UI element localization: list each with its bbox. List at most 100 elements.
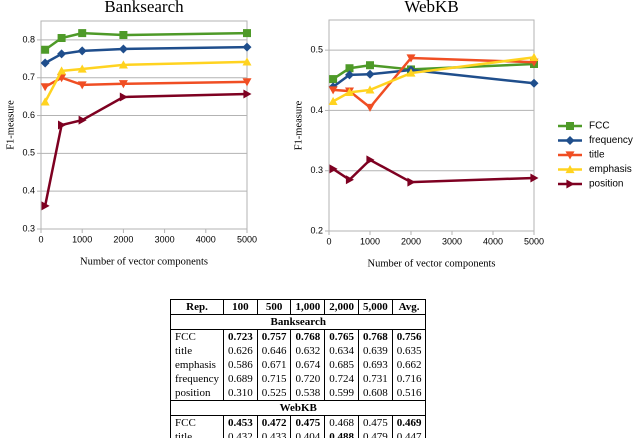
cell: 0.608: [357, 386, 393, 401]
cell: 0.756: [391, 329, 427, 344]
data-point: [40, 58, 50, 68]
cell: 0.475: [357, 415, 393, 430]
data-point: [345, 87, 354, 96]
data-point: [345, 64, 354, 73]
series-line: [44, 45, 248, 65]
cell: 0.639: [357, 344, 393, 358]
cell: title: [170, 344, 224, 358]
cell: 0.674: [290, 358, 326, 372]
data-row: FCC 0.453 0.472 0.475 0.468 0.475 0.469: [170, 415, 427, 430]
x-tick-label: 5000: [524, 236, 544, 246]
cell: 0.310: [222, 386, 258, 401]
x-tick-label: 3000: [442, 236, 462, 246]
data-point: [329, 164, 338, 174]
legend-marker: [566, 122, 574, 130]
cell: 0.433: [256, 430, 292, 438]
cell: 0.516: [391, 386, 427, 401]
data-row: emphasis 0.586 0.671 0.674 0.685 0.693 0.662: [170, 358, 427, 372]
section-title: Banksearch: [169, 314, 427, 330]
data-point: [530, 173, 539, 183]
header-cell: Rep.: [170, 299, 224, 315]
data-point: [119, 30, 128, 39]
chart-title: WebKB: [404, 0, 458, 16]
series-line: [44, 76, 248, 88]
cell: 0.765: [324, 329, 359, 344]
cell: 0.404: [290, 430, 326, 438]
data-point: [365, 69, 375, 79]
y-tick-label: 0.8: [22, 34, 35, 44]
cell: 0.538: [290, 386, 326, 401]
data-point: [242, 78, 252, 87]
legend-label: FCC: [589, 121, 610, 132]
data-point: [41, 45, 50, 54]
y-tick-label: 0.3: [310, 165, 323, 175]
y-tick-label: 0.5: [22, 148, 35, 158]
header-cell: Avg.: [391, 299, 427, 315]
cell: 0.447: [391, 430, 427, 438]
data-row: FCC 0.723 0.757 0.768 0.765 0.768 0.756: [170, 329, 427, 344]
data-point: [328, 96, 338, 105]
y-axis-label: F1-measure: [293, 100, 304, 150]
data-point: [243, 29, 251, 38]
data-point: [78, 115, 87, 125]
cell: 0.469: [391, 415, 427, 430]
cell: 0.757: [256, 329, 292, 344]
data-point: [242, 42, 252, 52]
series-line: [332, 68, 535, 88]
data-point: [243, 89, 252, 99]
data-point: [406, 68, 416, 77]
header-cell: 1,000: [290, 299, 326, 315]
legend-label: position: [589, 179, 623, 190]
data-point: [345, 175, 354, 185]
series-line: [43, 92, 248, 207]
cell: 0.723: [222, 329, 258, 344]
cell: 0.671: [256, 358, 292, 372]
data-point: [365, 103, 375, 112]
legend-label: emphasis: [589, 164, 632, 175]
data-point: [77, 46, 87, 56]
cell: 0.468: [324, 415, 359, 430]
cell: 0.715: [256, 372, 292, 386]
cell: FCC: [170, 415, 224, 430]
data-point: [57, 49, 67, 59]
data-point: [57, 34, 66, 43]
data-point: [77, 64, 87, 73]
cell: position: [170, 386, 224, 401]
x-tick-label: 0: [326, 236, 331, 246]
cell: 0.646: [256, 344, 292, 358]
cell: 0.685: [324, 358, 359, 372]
data-point: [118, 60, 128, 69]
data-row: frequency 0.689 0.715 0.720 0.724 0.731 0.716: [170, 372, 427, 386]
x-tick-label: 1000: [360, 236, 380, 246]
legend-marker: [565, 136, 575, 145]
cell: 0.635: [391, 344, 427, 358]
x-tick-label: 2000: [113, 234, 133, 244]
data-point: [40, 83, 50, 92]
cell: 0.599: [324, 386, 359, 401]
legend-marker: [565, 165, 575, 174]
data-point: [118, 44, 128, 54]
charts: Banksearch 0.3 0.4 0.5 0.6 0.7 0.8 0 1000 2000 300…: [5, 0, 633, 269]
data-point: [58, 120, 67, 130]
data-point: [529, 78, 539, 88]
x-tick-label: 2000: [401, 236, 421, 246]
cell: 0.475: [290, 415, 326, 430]
x-axis-label: Number of vector components: [367, 258, 495, 269]
data-point: [406, 54, 416, 63]
section-row: Banksearch: [169, 314, 427, 330]
y-tick-label: 0.7: [22, 72, 35, 82]
y-tick-label: 0.4: [310, 105, 323, 115]
y-tick-label: 0.5: [310, 45, 323, 55]
section-row: WebKB: [169, 400, 427, 416]
cell: 0.488: [324, 430, 359, 438]
cell: 0.432: [222, 430, 258, 438]
data-point: [78, 29, 87, 38]
y-tick-label: 0.4: [22, 186, 35, 196]
y-tick-label: 0.6: [22, 110, 35, 120]
data-point: [345, 70, 354, 80]
data-point: [40, 97, 50, 106]
data-point: [329, 75, 338, 84]
data-point: [328, 86, 338, 95]
y-tick-label: 0.3: [22, 223, 35, 233]
